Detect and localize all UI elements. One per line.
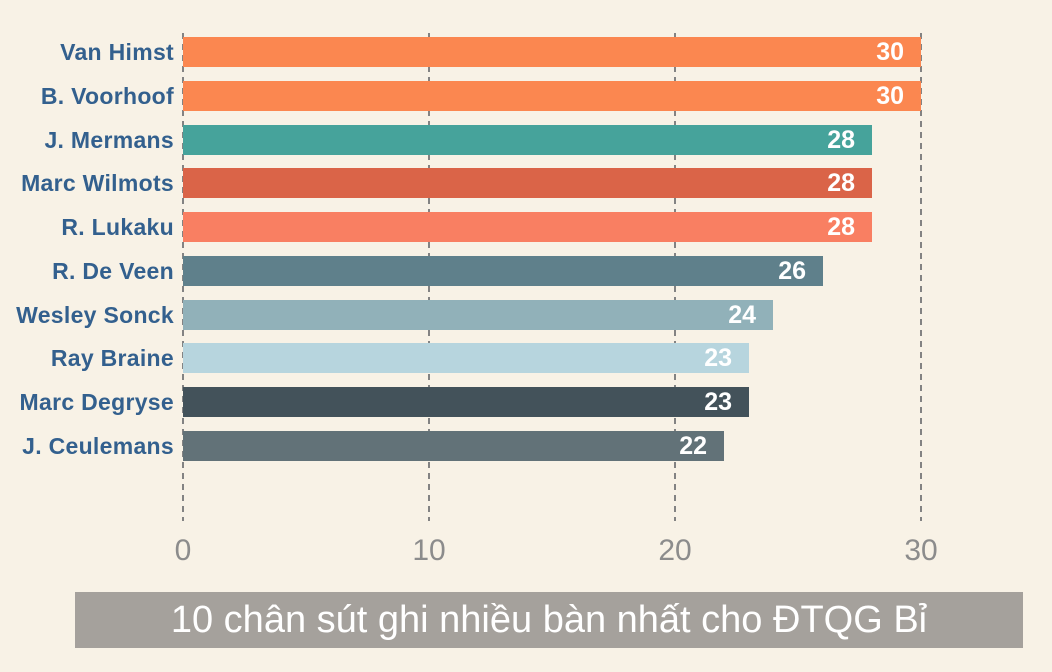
player-label: J. Ceulemans [22,433,174,460]
bar-value-label: 26 [778,256,806,285]
bar-value-label: 30 [876,38,904,66]
player-label: R. De Veen [52,257,174,284]
player-label: Van Himst [60,39,174,65]
bar: 26 [183,255,823,286]
bar: 22 [183,431,724,462]
player-label: R. Lukaku [61,214,174,241]
bar-value-label: 28 [827,125,855,154]
x-tick-label: 20 [658,534,692,567]
bar-value-label: 23 [704,388,732,417]
x-tick-label: 10 [412,534,446,567]
bar: 23 [183,387,749,418]
chart-title-caption: 10 chân sút ghi nhiều bàn nhất cho ĐTQG … [75,592,1023,648]
player-label: Marc Degryse [19,389,174,416]
bar: 28 [183,124,872,155]
player-label: J. Mermans [44,126,174,153]
player-label: Ray Braine [50,345,174,372]
bar: 30 [183,80,921,111]
bar: 28 [183,212,872,243]
bar-value-label: 23 [704,344,732,373]
gridline-x-30 [920,33,922,521]
bar-value-label: 28 [827,213,855,242]
bar: 24 [183,299,773,330]
bar-value-label: 22 [679,432,707,461]
bar: 30 [183,37,921,67]
bar-value-label: 28 [827,169,855,198]
bar: 28 [183,168,872,199]
bar: 23 [183,343,749,374]
x-tick-label: 30 [904,534,938,567]
x-tick-label: 0 [174,534,192,567]
bar-value-label: 30 [876,81,904,110]
player-label: Marc Wilmots [21,170,174,197]
bar-value-label: 24 [728,300,756,329]
player-label: B. Voorhoof [40,82,174,109]
player-label: Wesley Sonck [16,301,174,328]
